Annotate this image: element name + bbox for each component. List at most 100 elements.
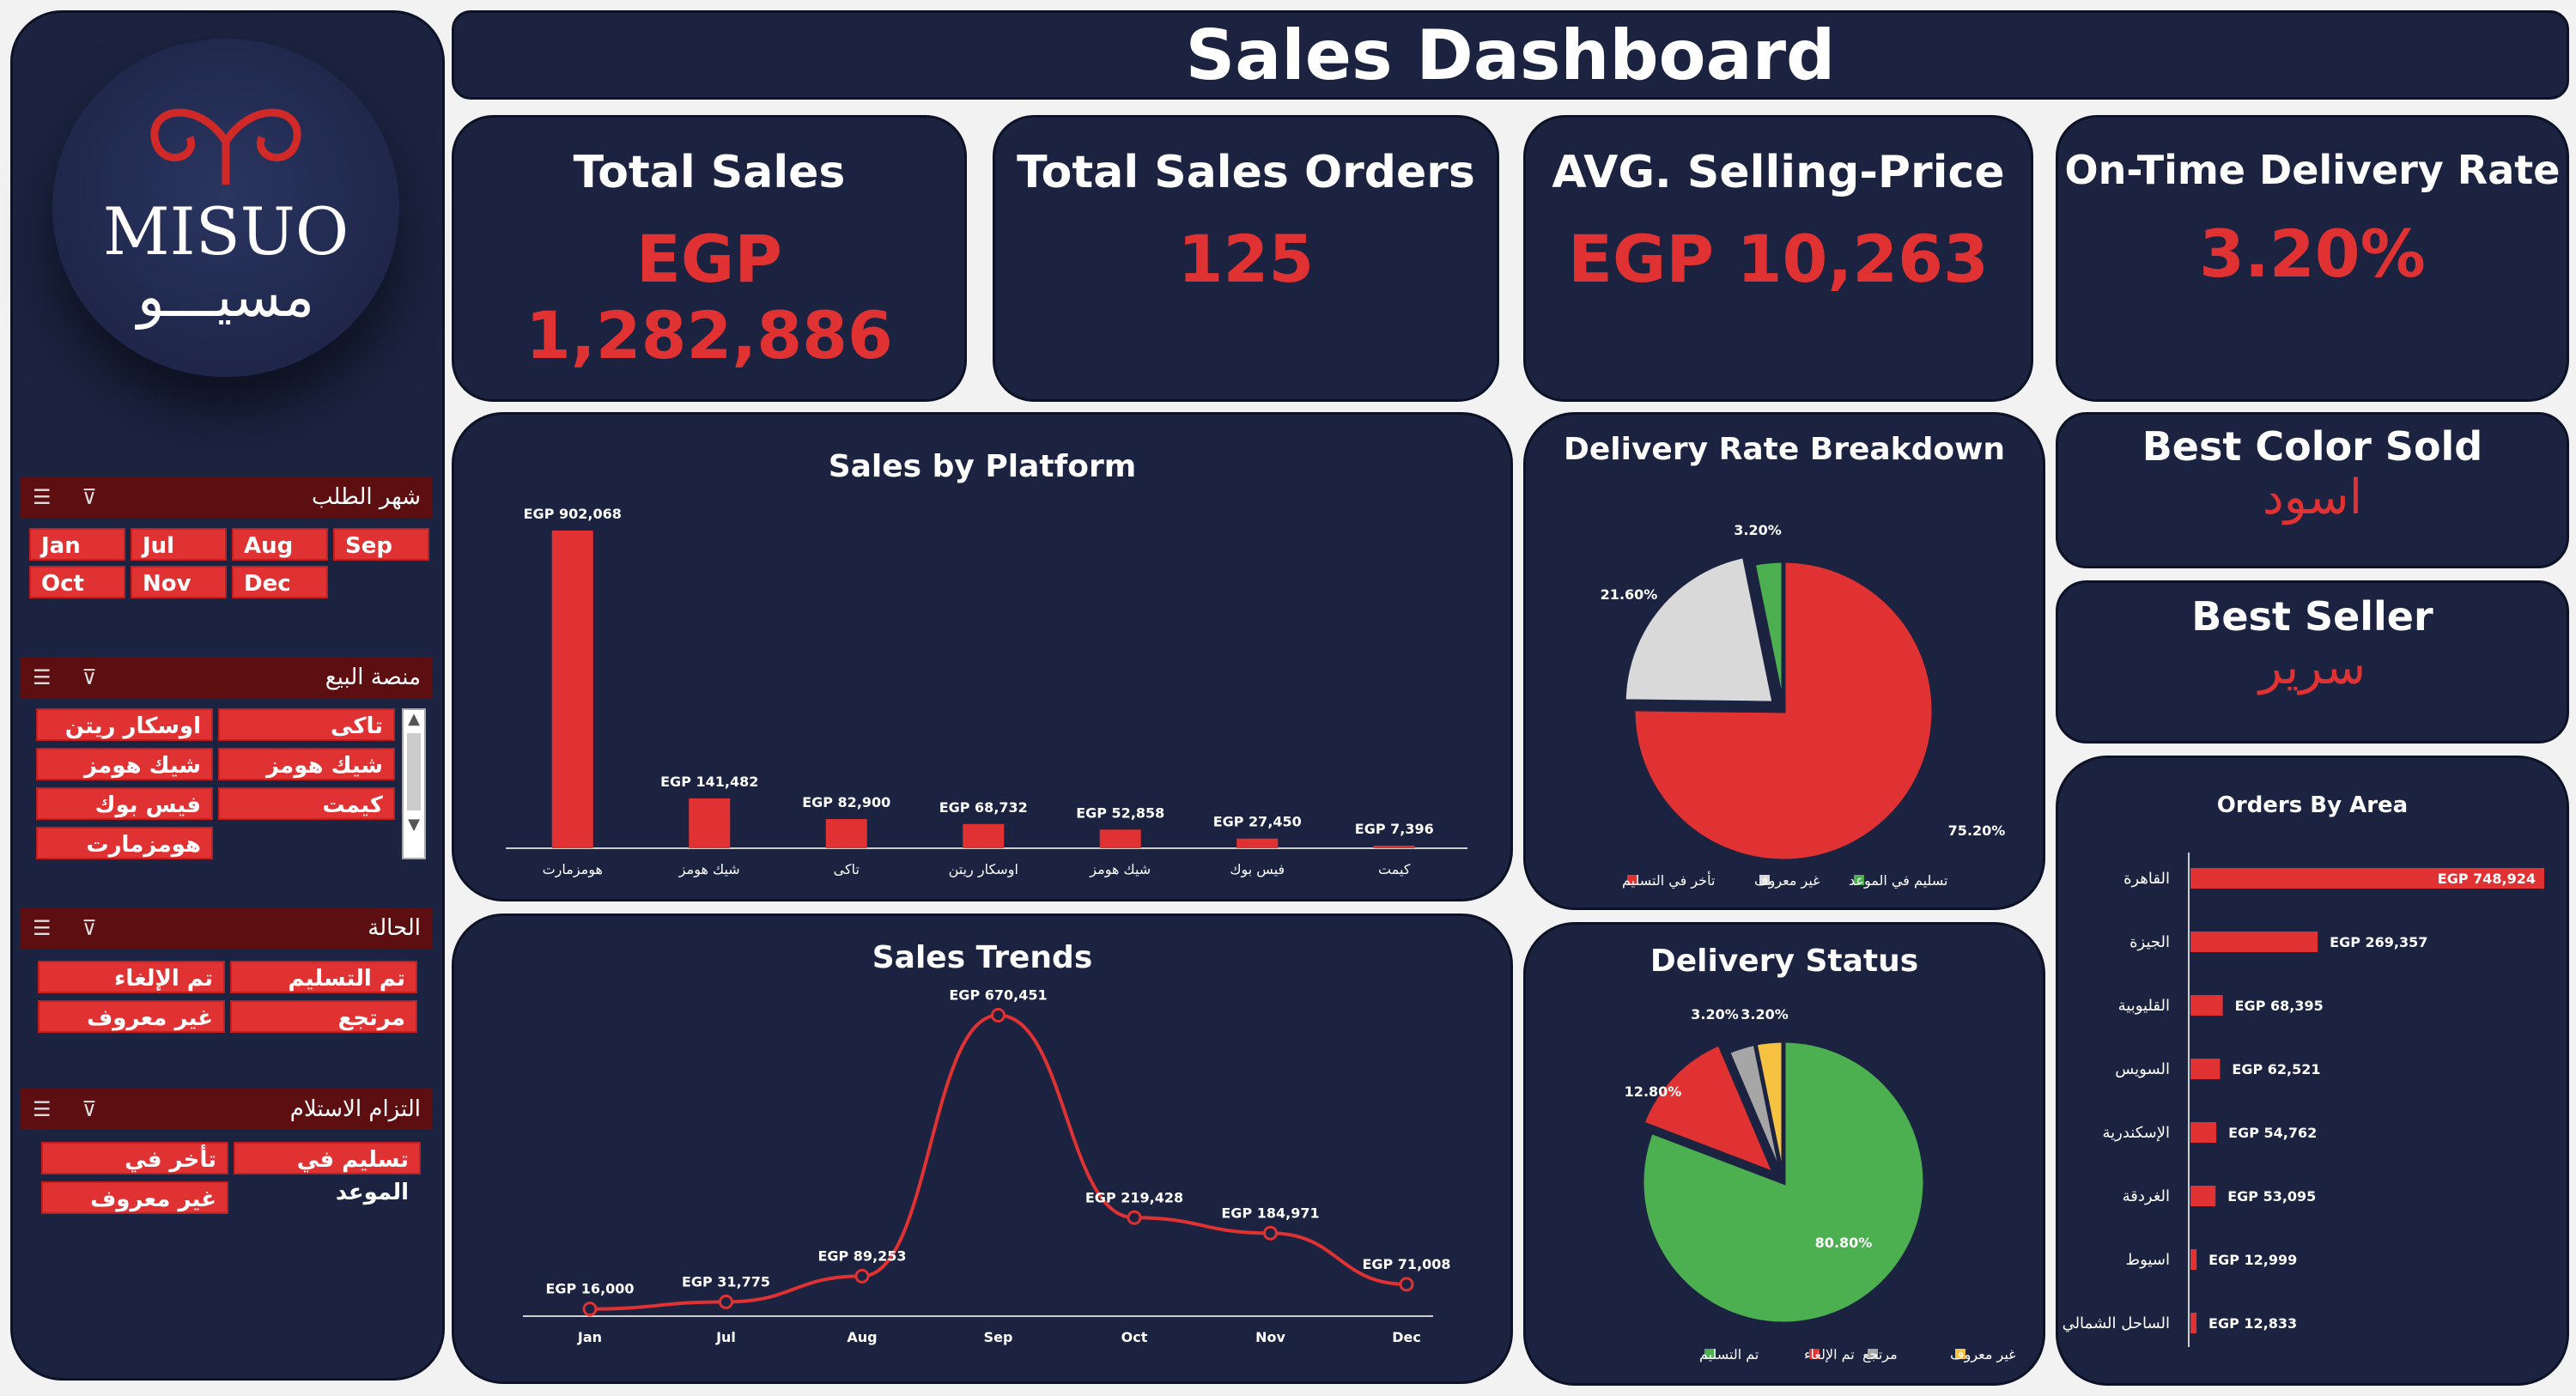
tick-label: تاكى xyxy=(834,861,860,877)
legend-label: مرتجع xyxy=(1862,1346,1898,1363)
scroll-thumb[interactable] xyxy=(407,733,421,810)
tick-label: السويس xyxy=(2115,1060,2170,1078)
legend-swatch xyxy=(1955,1349,1965,1359)
bar xyxy=(1373,845,1415,848)
data-label: EGP 82,900 xyxy=(802,794,890,810)
data-label: EGP 670,451 xyxy=(949,986,1047,1003)
bar xyxy=(1099,829,1141,848)
card-value: اسود xyxy=(2262,470,2363,525)
slicer-item[interactable]: فيس بوك xyxy=(36,787,213,820)
data-label: EGP 52,858 xyxy=(1076,804,1164,821)
chart-title: Sales by Platform xyxy=(828,449,1137,484)
slicer-item[interactable]: تاكى xyxy=(218,708,395,741)
scroll-down-icon[interactable]: ▼ xyxy=(408,816,420,834)
bar xyxy=(2190,932,2318,952)
tick-label: القليوبية xyxy=(2118,997,2170,1015)
slicer-item[interactable]: Nov xyxy=(131,566,227,598)
slicer-item[interactable]: مرتجع xyxy=(230,1000,417,1033)
data-point xyxy=(582,1302,598,1317)
tick-label: القاهرة xyxy=(2123,870,2170,888)
tick-label: Oct xyxy=(1121,1329,1148,1345)
slicer-item[interactable]: Jul xyxy=(131,528,227,561)
tick-label: Jul xyxy=(715,1329,736,1345)
multi-select-icon[interactable]: ☰ ⊽ xyxy=(33,665,109,689)
bar xyxy=(2190,1249,2197,1270)
legend-label: غير معروف xyxy=(1950,1346,2016,1363)
slicer-item[interactable]: Aug xyxy=(232,528,328,561)
data-label: EGP 62,521 xyxy=(2232,1061,2320,1077)
data-label: EGP 31,775 xyxy=(682,1273,770,1290)
chart-title: Sales Trends xyxy=(872,940,1093,975)
sales-trends-card: Sales Trends EGP 16,000 Jan EGP 31,775 Jul E… xyxy=(452,913,1513,1384)
data-point xyxy=(1399,1277,1414,1292)
pie-slice xyxy=(1621,553,1777,706)
data-point xyxy=(719,1294,733,1309)
slicer-item[interactable]: هومزمارت xyxy=(36,827,213,859)
slicer-scrollbar[interactable]: ▲ ▼ xyxy=(402,708,426,859)
data-label: EGP 184,971 xyxy=(1221,1205,1319,1221)
data-label: 3.20% xyxy=(1741,1006,1789,1023)
slicer-item[interactable]: شيك هومز xyxy=(36,748,213,780)
bar xyxy=(2190,1313,2197,1333)
data-label: 80.80% xyxy=(1815,1235,1873,1251)
slicer-item[interactable]: اوسكار ريتن xyxy=(36,708,213,741)
slicer-item[interactable]: تأخر في التسليم xyxy=(41,1142,228,1205)
kpi-title: On-Time Delivery Rate xyxy=(2064,147,2561,193)
tick-label: Aug xyxy=(847,1329,877,1345)
slicer-item[interactable]: كيمت xyxy=(218,787,395,820)
slicer-item[interactable]: تم الإلغاء xyxy=(38,961,225,993)
slicer-title: التزام الاستلام xyxy=(289,1096,421,1122)
slicer-item[interactable]: Oct xyxy=(29,566,125,598)
data-label: 21.60% xyxy=(1601,586,1658,603)
slicer-item[interactable]: تسليم في الموعد xyxy=(234,1142,421,1205)
data-label: EGP 71,008 xyxy=(1362,1256,1450,1272)
tick-label: الإسكندرية xyxy=(2102,1124,2170,1142)
brand-name-latin: MISUO xyxy=(102,193,349,270)
tick-label: هومزمارت xyxy=(543,861,603,878)
slicer-header: الحالة ☰ ⊽ xyxy=(21,907,433,949)
tick-label: شيك هومز xyxy=(678,861,740,878)
slicer-item[interactable]: Jan xyxy=(29,528,125,561)
pie-slice xyxy=(1753,1038,1786,1183)
bar xyxy=(2190,868,2544,889)
slicer-item[interactable]: Sep xyxy=(333,528,429,561)
data-label: EGP 54,762 xyxy=(2228,1125,2317,1141)
slicer-item[interactable]: غير معروف xyxy=(38,1000,225,1033)
data-point xyxy=(1127,1210,1142,1225)
data-label: 12.80% xyxy=(1625,1083,1682,1100)
slicer-header: التزام الاستلام ☰ ⊽ xyxy=(21,1089,433,1130)
bar xyxy=(551,531,593,848)
slicer-item[interactable]: تم التسليم xyxy=(230,961,417,993)
slicer-item[interactable]: شيك هومز xyxy=(218,748,395,780)
legend-label: تأخر في التسليم xyxy=(1622,871,1715,889)
legend-swatch xyxy=(1809,1349,1820,1359)
bar xyxy=(2190,1186,2216,1206)
slicer-header: منصة البيع ☰ ⊽ xyxy=(21,657,433,698)
chart-title: Orders By Area xyxy=(2216,792,2409,818)
ornament-icon xyxy=(150,108,301,185)
slicer-header: شهر الطلب ☰ ⊽ xyxy=(21,476,433,518)
tick-label: شيك هومز xyxy=(1089,861,1151,878)
area-bar-chart: القاهرة EGP 748,924 الجيزة EGP 269,357 القلي… xyxy=(2063,853,2544,1347)
bar xyxy=(1236,838,1279,848)
slicer-title: الحالة xyxy=(368,915,421,941)
data-point xyxy=(1263,1225,1278,1241)
data-label: EGP 12,833 xyxy=(2208,1315,2297,1332)
multi-select-icon[interactable]: ☰ ⊽ xyxy=(33,916,109,940)
slicer-item[interactable]: Dec xyxy=(232,566,328,598)
scroll-up-icon[interactable]: ▲ xyxy=(408,710,420,728)
data-label: 3.20% xyxy=(1691,1006,1739,1023)
slicer-item[interactable]: غير معروف xyxy=(41,1181,228,1214)
bar xyxy=(689,798,731,848)
data-label: EGP 16,000 xyxy=(545,1281,634,1297)
tick-label: الغردقة xyxy=(2123,1187,2170,1205)
legend-swatch xyxy=(1704,1349,1715,1359)
multi-select-icon[interactable]: ☰ ⊽ xyxy=(33,1097,109,1121)
slicer-title: منصة البيع xyxy=(325,665,421,690)
multi-select-icon[interactable]: ☰ ⊽ xyxy=(33,485,109,509)
kpi-value: 3.20% xyxy=(2199,215,2426,292)
data-point xyxy=(854,1268,870,1284)
legend-label: تسليم في الموعد xyxy=(1849,872,1947,889)
bar xyxy=(2190,995,2223,1016)
best-color-card: Best Color Sold اسود xyxy=(2056,412,2569,568)
